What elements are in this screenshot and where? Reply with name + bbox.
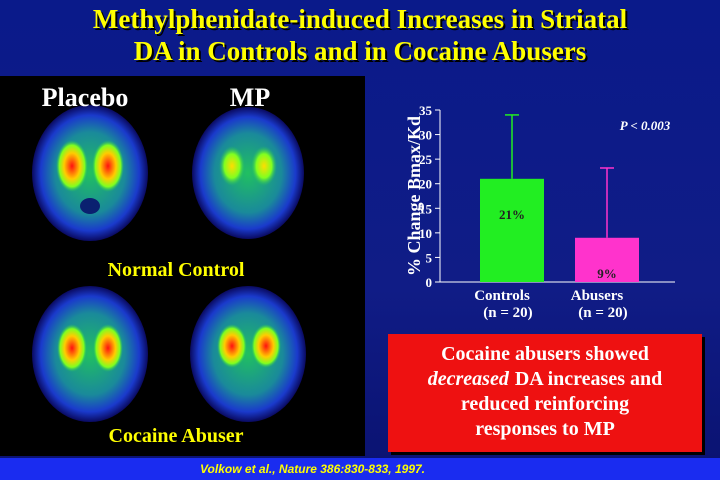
y-tick-label: 30 <box>419 128 432 143</box>
callout-text: DA increases and <box>514 368 663 390</box>
slide-title: DA in Controls and in Cocaine Abusers <box>133 36 587 66</box>
column-label: Placebo <box>42 83 129 112</box>
value-label: 21% <box>499 207 525 222</box>
annotation: P < 0.003 <box>620 118 671 133</box>
citation: Volkow et al., Nature 386:830-833, 1997. <box>0 458 720 480</box>
y-axis-label: % Change Bmax/Kd <box>404 116 424 276</box>
x-tick-note: (n = 20) <box>578 305 627 321</box>
x-tick-note: (n = 20) <box>483 305 532 321</box>
brain-image <box>192 107 304 239</box>
y-tick-label: 5 <box>426 250 433 265</box>
callout-emphasis: decreased <box>427 368 509 390</box>
callout-text: responses to MP <box>475 418 615 440</box>
brain-panel: Placebo MP Normal Control Cocaine Abuser <box>0 76 365 456</box>
callout-text: reduced reinforcing <box>460 393 630 415</box>
x-tick-label: Controls <box>474 288 530 304</box>
bar <box>480 178 544 282</box>
y-tick-label: 35 <box>419 103 433 118</box>
row-label: Normal Control <box>108 259 245 281</box>
slide-title: Methylphenidate-induced Increases in Str… <box>92 4 628 34</box>
chart: 0 5 10 15 20 25 30 35% Change Bmax/Kd P < 0.003 2… <box>404 103 675 321</box>
callout: Cocaine abusers showed decreased DA incre… <box>388 334 702 452</box>
row-label: Cocaine Abuser <box>109 425 244 447</box>
value-label: 9% <box>597 266 617 281</box>
y-tick-label: 0 <box>426 275 433 290</box>
bar <box>575 237 639 282</box>
y-tick-label: 10 <box>419 226 432 241</box>
y-tick-label: 25 <box>419 152 433 167</box>
callout-text: Cocaine abusers showed <box>441 343 649 365</box>
callout-line: decreased DA increases and <box>388 367 702 392</box>
x-tick-label: Abusers <box>571 288 624 304</box>
brain-image <box>32 286 148 422</box>
y-tick-label: 20 <box>419 177 432 192</box>
y-tick-label: 15 <box>419 201 433 216</box>
brain-image <box>32 105 148 241</box>
column-label: MP <box>230 83 271 112</box>
brain-image <box>190 286 306 422</box>
